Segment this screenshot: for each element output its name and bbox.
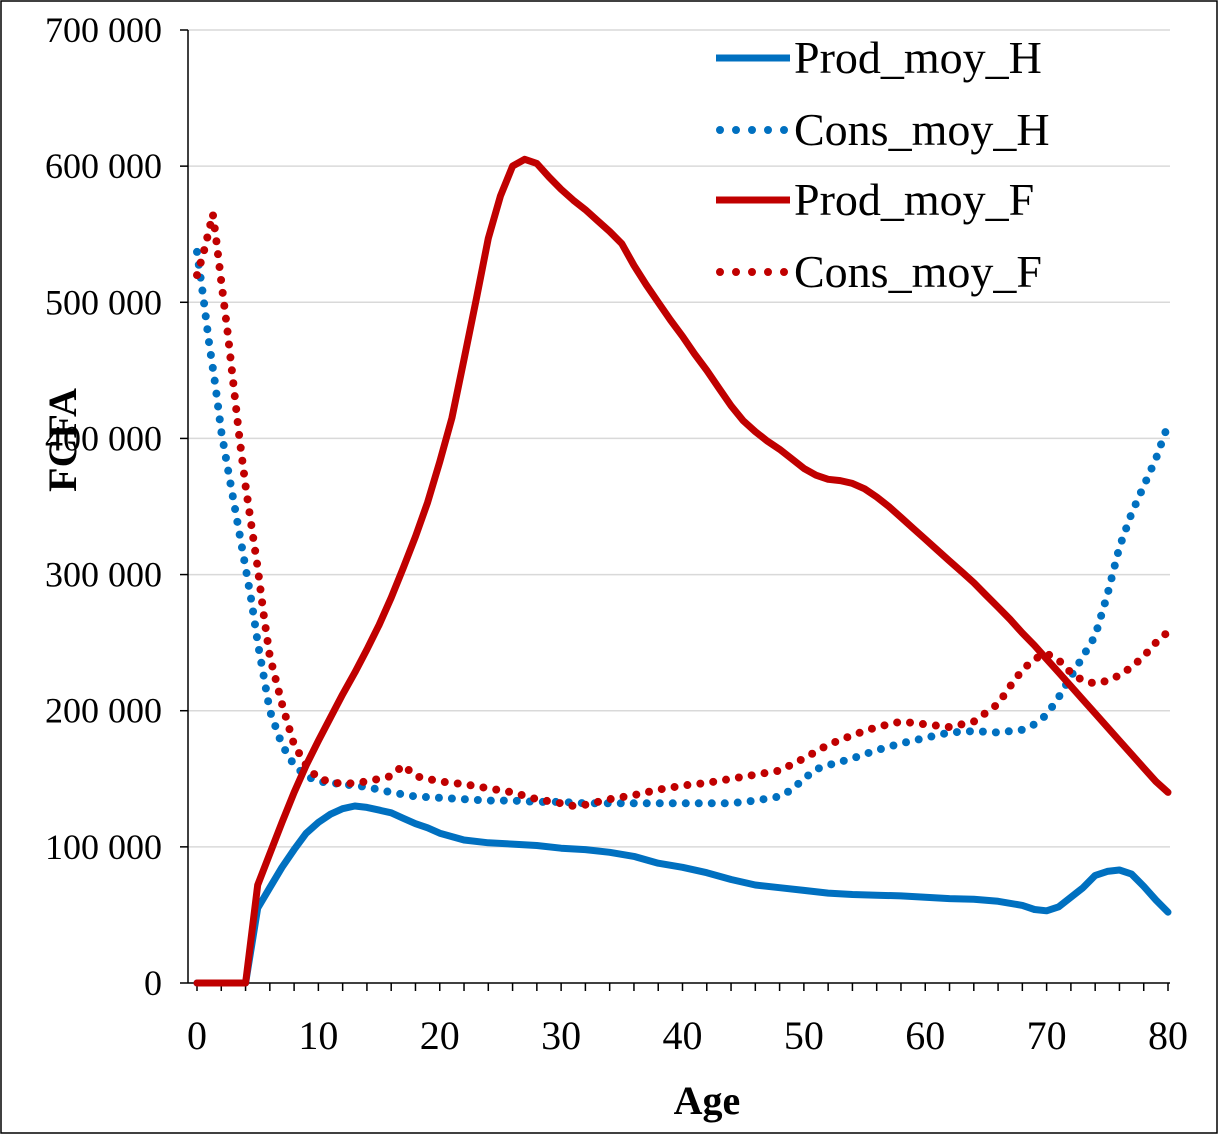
x-tick-label: 30 (541, 1013, 581, 1058)
axes: 0 100 000 200 000 300 000 400 000 500 000 600 … (45, 10, 1188, 1058)
series-line-prod-moy-h (193, 802, 1172, 987)
y-tick-label: 400 000 (45, 418, 162, 458)
x-tick-label: 10 (298, 1013, 338, 1058)
x-tick-label: 60 (905, 1013, 945, 1058)
series-line-cons-moy-h (193, 247, 1172, 808)
series-lines (193, 155, 1172, 987)
x-tick-label: 50 (784, 1013, 824, 1058)
series-line-cons-moy-f (193, 209, 1172, 810)
y-tick-label: 200 000 (45, 691, 162, 731)
series-line-prod-moy-f (193, 155, 1172, 987)
x-tick-label: 80 (1148, 1013, 1188, 1058)
y-tick-label: 0 (144, 963, 162, 1003)
y-tick-label: 300 000 (45, 555, 162, 595)
gridlines (188, 29, 1170, 848)
y-tick-label: 100 000 (45, 827, 162, 867)
x-tick-label: 70 (1027, 1013, 1067, 1058)
x-tick-label: 20 (420, 1013, 460, 1058)
x-tick-label: 40 (663, 1013, 703, 1058)
legend-label: Prod_moy_F (794, 174, 1034, 225)
x-axis-title: Age (674, 1078, 741, 1123)
legend-label: Cons_moy_F (794, 246, 1042, 297)
y-tick-label: 500 000 (45, 282, 162, 322)
y-tick-label: 600 000 (45, 146, 162, 186)
legend: Prod_moy_H Cons_moy_H Prod_moy_F Cons_moy_F (716, 32, 1050, 297)
legend-label: Cons_moy_H (794, 104, 1050, 155)
x-tick-label: 0 (187, 1013, 207, 1058)
y-axis-title: FCFA (40, 388, 85, 492)
legend-label: Prod_moy_H (794, 32, 1042, 83)
y-tick-label: 700 000 (45, 10, 162, 50)
